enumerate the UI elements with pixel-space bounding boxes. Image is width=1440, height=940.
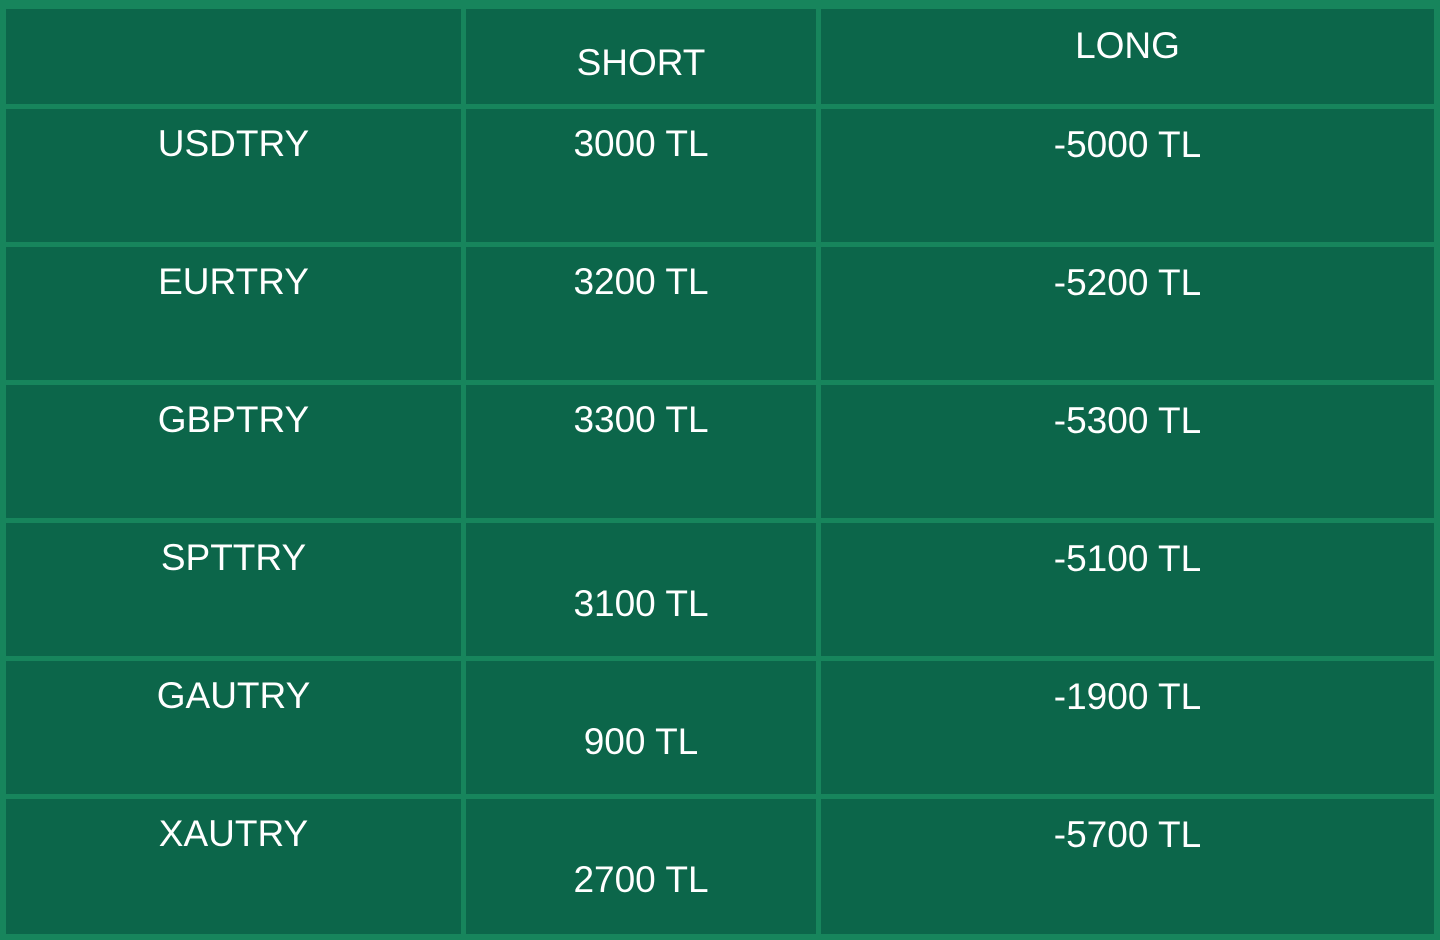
pair-cell: GAUTRY [6,661,461,794]
long-value-cell: -5000 TL [821,109,1434,242]
short-value-cell: 2700 TL [466,799,816,934]
short-value-cell: 3300 TL [466,385,816,518]
long-value-cell: -5700 TL [821,799,1434,934]
pair-cell: EURTRY [6,247,461,380]
pair-cell: SPTTRY [6,523,461,656]
long-value-cell: -1900 TL [821,661,1434,794]
pair-cell: GBPTRY [6,385,461,518]
short-value-cell: 3100 TL [466,523,816,656]
long-value-cell: -5300 TL [821,385,1434,518]
short-value-cell: 900 TL [466,661,816,794]
pair-cell: XAUTRY [6,799,461,934]
column-header-long: LONG [821,9,1434,104]
long-value-cell: -5200 TL [821,247,1434,380]
header-cell-empty [6,9,461,104]
pair-cell: USDTRY [6,109,461,242]
short-value-cell: 3200 TL [466,247,816,380]
long-value-cell: -5100 TL [821,523,1434,656]
column-header-short: SHORT [466,9,816,104]
short-value-cell: 3000 TL [466,109,816,242]
